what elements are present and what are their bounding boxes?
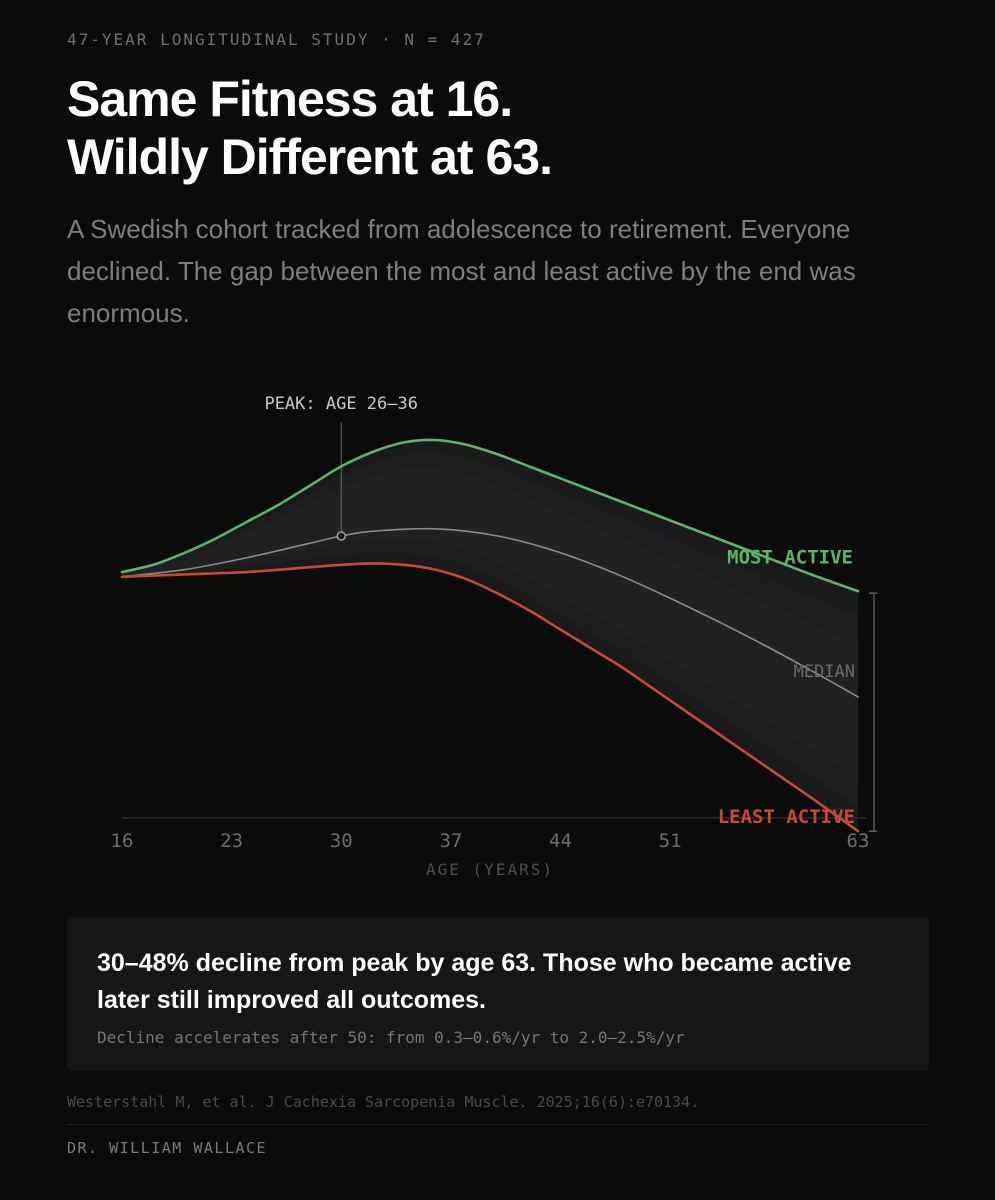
peak-label: PEAK: AGE 26–36 bbox=[264, 394, 418, 414]
study-eyebrow: 47-YEAR LONGITUDINAL STUDY · N = 427 bbox=[67, 30, 486, 49]
series-label-least-active: LEAST ACTIVE bbox=[718, 806, 855, 828]
peak-median-marker bbox=[336, 531, 346, 541]
headline-line-1: Same Fitness at 16. bbox=[67, 71, 513, 127]
series-lines bbox=[120, 438, 860, 833]
series-label-median: MEDIAN bbox=[794, 662, 855, 682]
x-axis-title: AGE (YEARS) bbox=[426, 860, 554, 879]
x-tick-label: 23 bbox=[220, 830, 243, 852]
x-tick-label: 44 bbox=[549, 830, 572, 852]
variation-bands bbox=[122, 440, 858, 832]
key-finding-headline: 30–48% decline from peak by age 63. Thos… bbox=[97, 949, 852, 1014]
key-finding-note: Decline accelerates after 50: from 0.3–0… bbox=[97, 1028, 685, 1047]
most-active-line bbox=[120, 438, 860, 593]
footer-divider bbox=[67, 1124, 929, 1125]
subtitle: A Swedish cohort tracked from adolescenc… bbox=[67, 214, 856, 328]
fitness-decline-chart: 16 23 30 37 44 51 63 AGE (YEARS) PEAK: AGE 26–… bbox=[111, 394, 877, 879]
x-tick-label: 63 bbox=[847, 830, 870, 852]
author-credit: DR. WILLIAM WALLACE bbox=[67, 1139, 268, 1157]
x-axis-ticks: 16 23 30 37 44 51 63 bbox=[111, 830, 870, 852]
x-tick-label: 30 bbox=[330, 830, 353, 852]
headline: Same Fitness at 16. Wildly Different at … bbox=[67, 70, 553, 186]
median-line bbox=[121, 527, 859, 698]
citation: Westerstahl M, et al. J Cachexia Sarcope… bbox=[67, 1093, 700, 1111]
headline-line-2: Wildly Different at 63. bbox=[67, 129, 553, 185]
key-finding-card: 30–48% decline from peak by age 63. Thos… bbox=[67, 917, 929, 1071]
peak-annotation: PEAK: AGE 26–36 bbox=[264, 394, 418, 536]
least-active-line bbox=[120, 562, 860, 833]
x-tick-label: 37 bbox=[439, 830, 462, 852]
variation-band-3 bbox=[122, 468, 858, 779]
series-label-most-active: MOST ACTIVE bbox=[727, 546, 853, 568]
x-tick-label: 16 bbox=[111, 830, 134, 852]
x-tick-label: 51 bbox=[659, 830, 682, 852]
